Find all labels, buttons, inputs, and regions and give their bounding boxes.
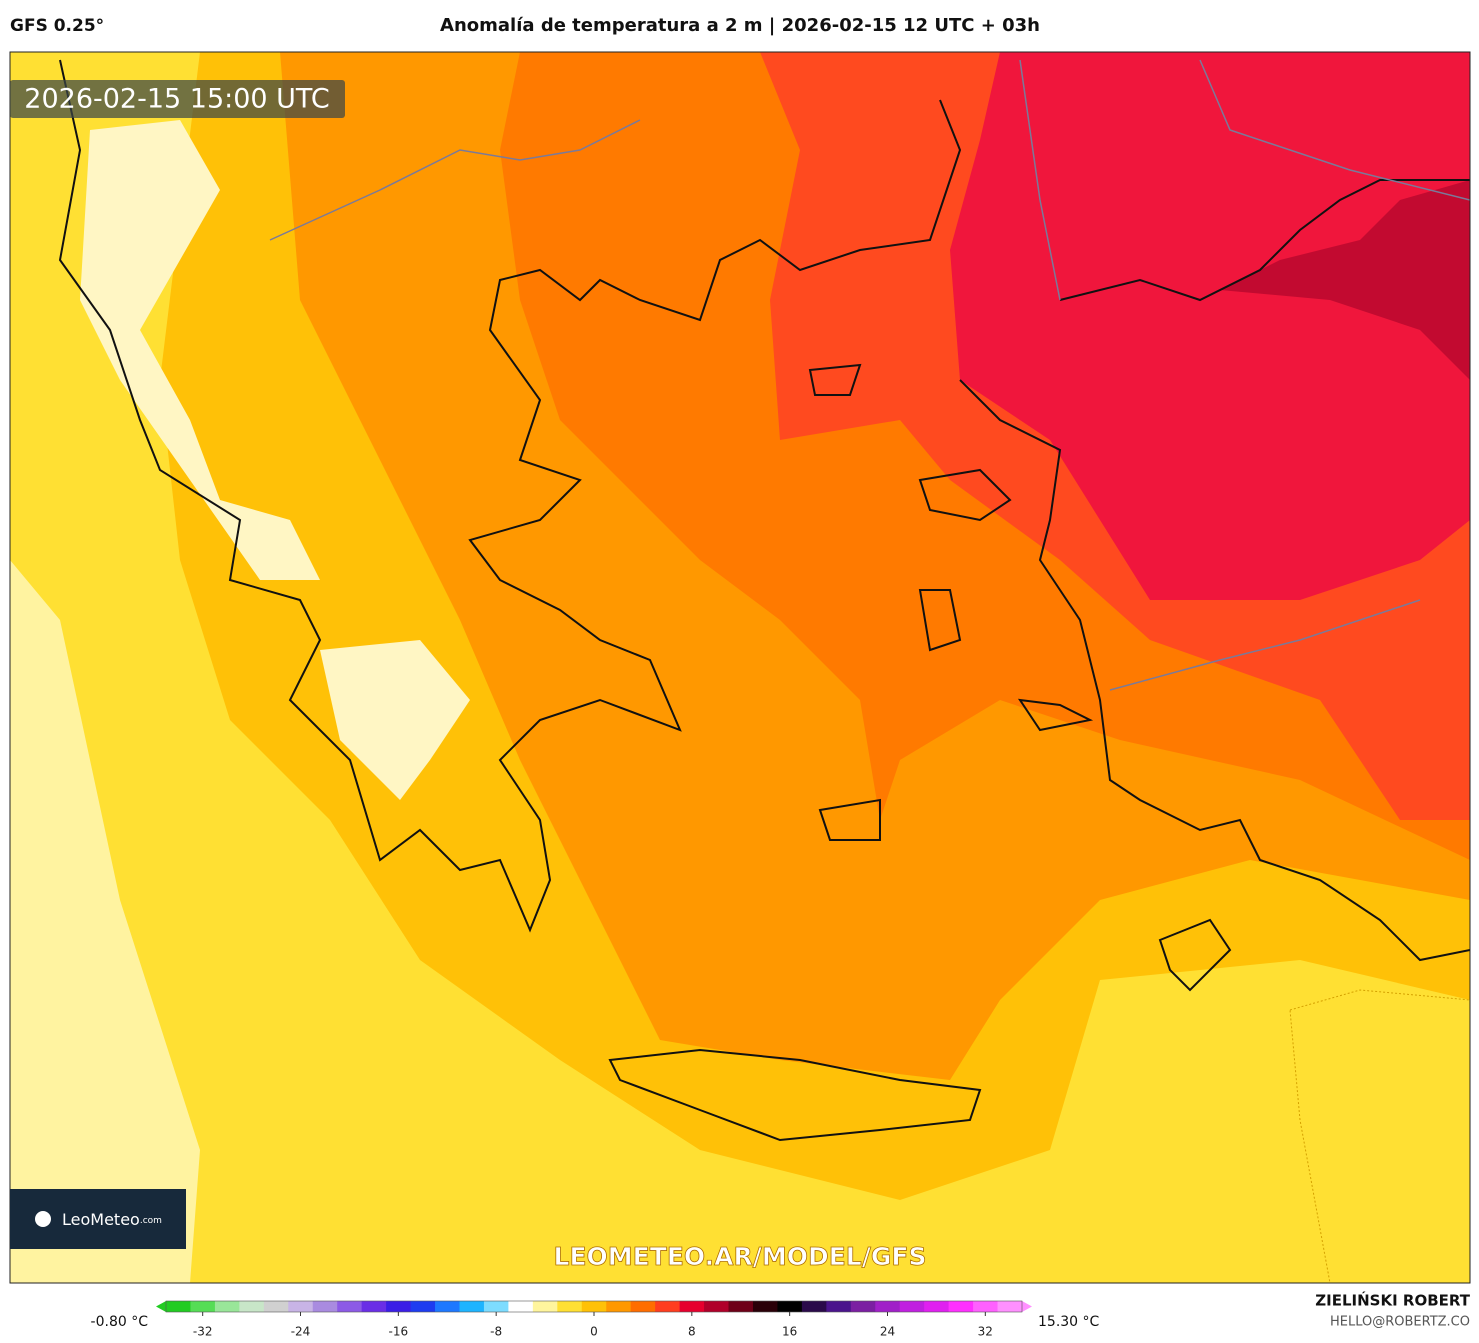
colorbar-segment — [728, 1301, 754, 1312]
colorbar-segment — [288, 1301, 314, 1312]
valid-time: 2026-02-15 15:00 UTC — [24, 84, 329, 115]
colorbar-segment — [997, 1301, 1023, 1312]
colorbar-segment — [752, 1301, 778, 1312]
map-frame — [9, 51, 1471, 1284]
logo-sun — [35, 1211, 51, 1227]
colorbar-segment — [704, 1301, 730, 1312]
email: HELLO@ROBERTZ.CO — [1330, 1315, 1470, 1330]
colorbar-segment — [679, 1301, 705, 1312]
colorbar-segment — [312, 1301, 338, 1312]
colorbar-segment — [459, 1301, 485, 1312]
author: ZIELIŃSKI ROBERT — [1315, 1291, 1470, 1310]
logo-name: LeoMeteo — [62, 1210, 140, 1229]
colorbar-tick-label: 8 — [688, 1325, 696, 1339]
colorbar-segment — [581, 1301, 607, 1312]
anomaly-area — [1289, 989, 1470, 1283]
colorbar-segment — [777, 1301, 803, 1312]
model-label: GFS 0.25° — [10, 16, 104, 36]
colorbar-tick-label: -32 — [193, 1325, 213, 1339]
colorbar-min: -0.80 °C — [91, 1314, 149, 1330]
colorbar-segment — [361, 1301, 387, 1312]
colorbar-segment — [435, 1301, 460, 1312]
colorbar-segment — [826, 1301, 852, 1312]
colorbar-segment — [386, 1301, 412, 1312]
colorbar-segment — [190, 1301, 216, 1312]
colorbar: -32 -24 -16 -8 0 8 16 24 32 — [156, 1300, 1032, 1339]
colorbar-tick-label: 0 — [590, 1325, 598, 1339]
colorbar-tick-label: 24 — [880, 1325, 895, 1339]
colorbar-segment — [924, 1301, 950, 1312]
colorbar-segment — [483, 1301, 509, 1312]
logo: LeoMeteo.com — [62, 1210, 162, 1229]
colorbar-tick-label: 32 — [978, 1325, 993, 1339]
colorbar-segment — [850, 1301, 876, 1312]
logo-suffix: .com — [140, 1216, 162, 1226]
colorbar-segment — [606, 1301, 632, 1312]
colorbar-segment — [239, 1301, 265, 1312]
colorbar-segment — [655, 1301, 681, 1312]
colorbar-tick-label: -8 — [490, 1325, 502, 1339]
colorbar-tick-label: -16 — [389, 1325, 409, 1339]
colorbar-segment — [899, 1301, 925, 1312]
colorbar-tick-label: 16 — [782, 1325, 797, 1339]
colorbar-segment — [214, 1301, 240, 1312]
anomaly-area — [320, 640, 470, 800]
colorbar-segment — [875, 1301, 901, 1312]
colorbar-max: 15.30 °C — [1038, 1314, 1100, 1330]
colorbar-segment — [630, 1301, 656, 1312]
watermark: LEOMETEO.AR/MODEL/GFS — [554, 1242, 927, 1271]
map — [10, 52, 1470, 1283]
colorbar-tick-label: -24 — [291, 1325, 311, 1339]
border — [269, 59, 1470, 691]
anomaly-area — [1220, 180, 1470, 380]
anomaly-area — [950, 52, 1470, 600]
colorbar-segment — [508, 1301, 534, 1312]
colorbar-segment — [166, 1301, 191, 1312]
anomaly-area — [10, 560, 200, 1283]
colorbar-segment — [973, 1301, 999, 1312]
colorbar-arrow-right — [1022, 1301, 1032, 1312]
colorbar-segment — [948, 1301, 974, 1312]
anomaly-area — [80, 120, 320, 580]
colorbar-segment — [337, 1301, 363, 1312]
title: Anomalía de temperatura a 2 m | 2026-02-… — [440, 15, 1040, 36]
colorbar-segment — [557, 1301, 583, 1312]
colorbar-segment — [532, 1301, 558, 1312]
colorbar-segment — [801, 1301, 827, 1312]
colorbar-segment — [410, 1301, 436, 1312]
colorbar-arrow-left — [156, 1301, 166, 1312]
time-badge — [10, 80, 345, 118]
colorbar-segment — [263, 1301, 289, 1312]
coastline — [58, 59, 1470, 1142]
